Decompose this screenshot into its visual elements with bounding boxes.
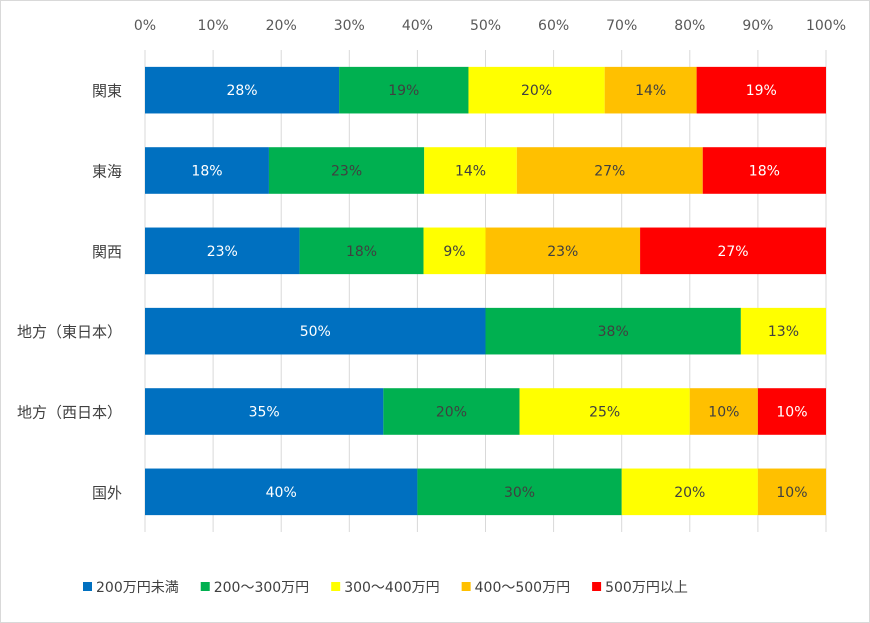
x-tick-label: 80% — [674, 18, 705, 34]
data-label: 13% — [768, 324, 799, 340]
category-label: 国外 — [92, 484, 122, 502]
legend-label: 200～300万円 — [214, 580, 309, 596]
bar-segment — [145, 147, 269, 194]
legend-swatch — [331, 582, 341, 591]
data-label: 20% — [521, 83, 552, 99]
x-tick-label: 50% — [470, 18, 501, 34]
bar-segment — [145, 227, 300, 275]
legend-swatch — [83, 582, 92, 591]
legend-label: 400～500万円 — [475, 580, 570, 596]
bar-segment — [757, 388, 826, 435]
bar-segment — [424, 147, 517, 194]
data-label: 23% — [207, 244, 238, 260]
bar-segment — [145, 468, 418, 516]
x-tick-label: 30% — [334, 18, 365, 34]
data-label: 27% — [594, 164, 625, 180]
bars: 28% 19% 20% 14% 19% 18% 23% 14% 27% 18% 23% 18% 9% 23… — [145, 66, 851, 516]
bar-segment — [485, 307, 741, 355]
bar-segment — [145, 307, 486, 355]
bar-segment — [268, 147, 425, 194]
gridlines — [144, 50, 827, 532]
data-label: 18% — [191, 164, 222, 180]
data-label: 23% — [331, 164, 362, 180]
bar-segment — [696, 66, 826, 114]
bar-segment — [689, 388, 758, 435]
data-label: 18% — [749, 164, 780, 180]
bar-segment — [417, 468, 622, 516]
bar-segment — [423, 227, 486, 275]
data-label: 9% — [443, 244, 465, 260]
bar-segment — [702, 147, 826, 194]
data-label: 40% — [266, 485, 297, 501]
bar-segment — [145, 388, 384, 435]
legend-label: 500万円以上 — [605, 580, 688, 596]
legend-swatch — [461, 582, 471, 591]
data-label: 25% — [589, 405, 620, 421]
data-label: 0% — [829, 485, 851, 501]
data-label: 35% — [249, 405, 280, 421]
x-tick-label: 70% — [606, 18, 637, 34]
data-label: 23% — [547, 244, 578, 260]
x-tick-label: 60% — [538, 18, 569, 34]
data-label: 28% — [226, 83, 257, 99]
bar-segment — [621, 468, 758, 516]
category-label: 関東 — [92, 82, 122, 100]
legend: 200万円未満 200～300万円 300～400万円 400～500万円 500万円以… — [83, 580, 688, 596]
legend-swatch — [200, 582, 210, 591]
data-label: 14% — [455, 164, 486, 180]
bar-segment — [604, 66, 697, 114]
data-label: 19% — [746, 83, 777, 99]
bar-segment — [740, 307, 826, 355]
data-label: 20% — [436, 405, 467, 421]
bar-segment — [339, 66, 469, 114]
legend-label: 300～400万円 — [344, 580, 439, 596]
category-label: 地方（東日本） — [17, 323, 122, 341]
bar-segment — [757, 468, 826, 516]
x-tick-label: 10% — [198, 18, 229, 34]
bar-segment — [383, 388, 520, 435]
x-tick-label: 90% — [742, 18, 773, 34]
x-tick-label: 100% — [806, 18, 846, 34]
x-axis-ticks: 0% 10% 20% 30% 40% 50% 60% 70% 80% 90% 100% — [134, 18, 846, 34]
bar-segment — [519, 388, 690, 435]
bar-segment — [516, 147, 703, 194]
data-label: 14% — [635, 83, 666, 99]
x-tick-label: 40% — [402, 18, 433, 34]
category-label: 関西 — [92, 243, 122, 261]
legend-label: 200万円未満 — [96, 580, 179, 596]
data-label: 50% — [300, 324, 331, 340]
bar-segment — [640, 227, 826, 275]
data-label: 30% — [504, 485, 535, 501]
bar-segment — [299, 227, 424, 275]
data-label: 0% — [829, 324, 851, 340]
data-label: 20% — [674, 485, 705, 501]
data-label: 18% — [346, 244, 377, 260]
data-label: 10% — [776, 485, 807, 501]
data-label: 10% — [708, 405, 739, 421]
category-label: 東海 — [92, 163, 122, 181]
data-label: 10% — [776, 405, 807, 421]
x-tick-label: 0% — [134, 18, 156, 34]
bar-segment — [145, 66, 340, 114]
bar-segment — [468, 66, 605, 114]
legend-swatch — [592, 582, 602, 591]
x-tick-label: 20% — [266, 18, 297, 34]
data-label: 27% — [717, 244, 748, 260]
data-label: 19% — [388, 83, 419, 99]
data-label: 38% — [598, 324, 629, 340]
category-label: 地方（西日本） — [17, 404, 122, 422]
bar-segment — [485, 227, 641, 275]
